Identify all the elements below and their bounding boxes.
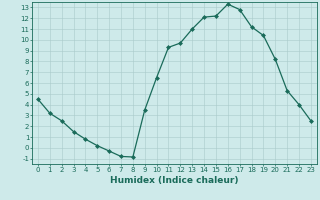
X-axis label: Humidex (Indice chaleur): Humidex (Indice chaleur) [110,176,239,185]
